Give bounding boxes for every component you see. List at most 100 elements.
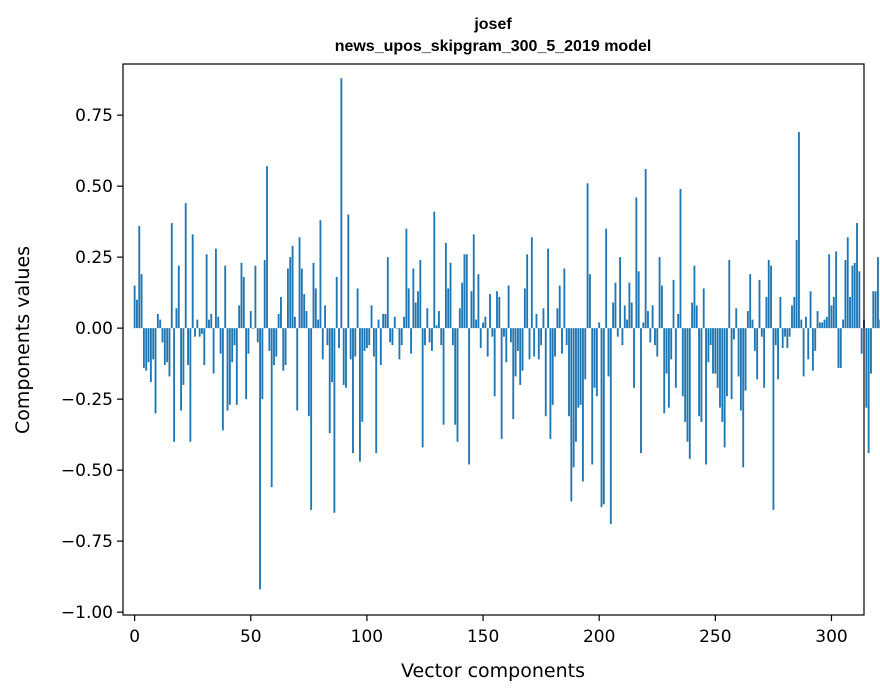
bar xyxy=(647,311,649,329)
x-axis-ticks: 0 50 100 150 200 250 300 xyxy=(129,615,848,647)
bar xyxy=(572,328,575,468)
bar xyxy=(709,328,712,346)
bar xyxy=(793,296,796,329)
bar xyxy=(614,282,617,329)
bar xyxy=(621,328,624,346)
bar xyxy=(737,328,740,377)
bar xyxy=(700,328,703,422)
bar xyxy=(858,271,861,329)
bar xyxy=(305,311,308,329)
bar xyxy=(433,211,436,329)
bar xyxy=(507,285,510,329)
bar xyxy=(809,291,812,329)
bar xyxy=(802,328,805,377)
bar xyxy=(498,296,501,329)
bar xyxy=(777,328,779,380)
bar xyxy=(691,302,694,329)
bar xyxy=(173,328,176,442)
bar xyxy=(825,316,828,329)
bar xyxy=(382,313,385,329)
bar xyxy=(609,328,612,525)
bar xyxy=(816,311,819,329)
bar xyxy=(338,328,340,349)
bar xyxy=(324,305,327,329)
bar xyxy=(166,328,169,363)
bar xyxy=(149,328,152,383)
bar xyxy=(426,308,429,329)
bar xyxy=(194,328,196,337)
bar xyxy=(577,328,580,408)
chart-subtitle: news_upos_skipgram_300_5_2019 model xyxy=(335,38,652,55)
y-tick-label: −0.50 xyxy=(61,461,113,481)
bar xyxy=(667,328,670,408)
bar xyxy=(681,328,684,397)
bar xyxy=(521,328,524,371)
bar xyxy=(407,288,410,329)
bar xyxy=(456,328,459,442)
bar xyxy=(280,296,282,329)
y-tick-label: 0.25 xyxy=(75,248,113,268)
bar xyxy=(811,328,814,371)
bar xyxy=(307,328,310,417)
bar xyxy=(312,262,315,329)
bar xyxy=(235,328,238,405)
bar xyxy=(849,296,851,329)
bar xyxy=(626,319,628,329)
bar xyxy=(605,228,608,329)
bar xyxy=(293,316,296,329)
x-tick-label: 50 xyxy=(240,627,262,647)
bar xyxy=(187,328,189,366)
bar xyxy=(412,268,415,329)
bar xyxy=(303,294,306,329)
bar xyxy=(424,328,426,346)
bar xyxy=(140,274,143,329)
bar xyxy=(791,305,793,329)
bar xyxy=(828,254,831,329)
bar xyxy=(217,316,220,329)
bar xyxy=(644,169,647,329)
bar xyxy=(582,328,584,482)
bar xyxy=(612,302,615,329)
bar xyxy=(191,234,194,329)
bar xyxy=(486,328,489,357)
bar xyxy=(746,311,749,329)
bar xyxy=(593,328,596,388)
bar xyxy=(595,328,598,397)
bar xyxy=(389,328,392,343)
bar xyxy=(170,223,173,329)
bar xyxy=(695,305,698,329)
bar xyxy=(319,220,322,329)
bar xyxy=(670,328,673,360)
bar xyxy=(635,197,638,329)
bar xyxy=(282,328,285,371)
bar xyxy=(335,277,338,329)
bar xyxy=(565,328,568,346)
bar xyxy=(252,328,255,329)
bar xyxy=(214,248,217,329)
bar xyxy=(470,291,473,329)
bar xyxy=(540,328,543,346)
bar xyxy=(784,328,786,337)
bar xyxy=(607,328,610,377)
bar xyxy=(800,319,803,329)
bar xyxy=(345,328,347,388)
bar xyxy=(444,242,447,329)
bar xyxy=(489,294,491,329)
bar xyxy=(758,279,761,329)
bar xyxy=(175,308,178,329)
bar xyxy=(505,328,508,363)
bar xyxy=(205,254,208,329)
y-tick-label: 0.75 xyxy=(75,106,113,126)
bar xyxy=(458,308,461,329)
bar xyxy=(542,308,545,329)
bar xyxy=(839,328,842,368)
bar xyxy=(491,328,494,337)
bar xyxy=(872,291,875,329)
y-tick-label: 0.50 xyxy=(75,177,113,197)
x-tick-label: 200 xyxy=(583,627,615,647)
bar xyxy=(154,328,157,414)
bar xyxy=(730,328,733,400)
bar xyxy=(403,316,405,329)
bar xyxy=(475,319,478,329)
